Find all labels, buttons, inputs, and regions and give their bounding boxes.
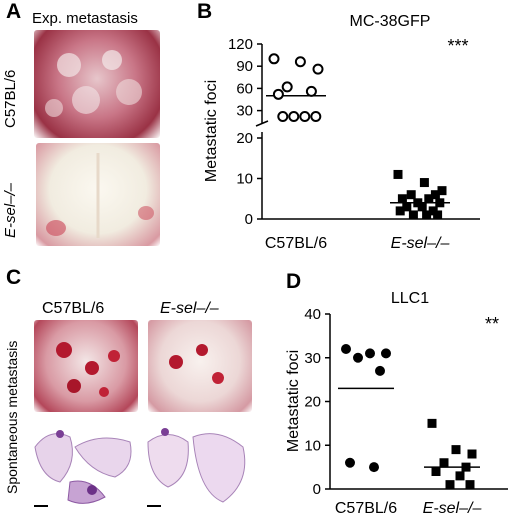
panel-a-row-label-ko: E-sel–/–: [2, 182, 19, 238]
chart-d-ytick-label: 20: [304, 394, 321, 411]
chart-b-data-point: [395, 206, 405, 216]
panel-a-row-label-wt: C57BL/6: [2, 69, 19, 128]
chart-d-data-point: [369, 462, 379, 473]
chart-b-data-point: [277, 111, 289, 123]
chart-b-axis-break-mark: [255, 120, 269, 127]
chart-d-data-point: [445, 480, 455, 490]
chart-d-data-point: [439, 458, 449, 468]
panel-letter-b: B: [197, 0, 213, 23]
chart-d-significance: **: [485, 314, 499, 334]
chart-d-ytick-label: 10: [304, 437, 321, 454]
chart-b-data-point: [294, 56, 306, 68]
panel-letter-c: C: [6, 266, 22, 289]
chart-b-ytick-label-upper: 90: [236, 58, 253, 75]
chart-d-ylabel: Metastatic foci: [285, 350, 302, 452]
chart-b-data-point: [402, 202, 412, 212]
lung-photo-ko-spont: [148, 320, 252, 412]
chart-b-data-point: [310, 111, 322, 123]
chart-d-data-point: [341, 344, 351, 354]
panel-c-col-label-ko: E-sel–/–: [160, 300, 219, 317]
chart-b-ytick-label-upper: 30: [236, 103, 253, 120]
chart-b-data-point: [430, 190, 440, 200]
chart-d-data-point: [451, 445, 461, 455]
chart-b-data-point: [305, 85, 317, 97]
chart-d-data-point: [375, 365, 385, 376]
lung-photo-ko-exp-detail: [46, 153, 154, 238]
chart-d-xtick-label: E-sel–/–: [423, 500, 482, 517]
chart-b-ytick-label-lower: 0: [245, 211, 253, 228]
chart-d-data-point: [431, 467, 441, 476]
chart-b-ylabel: Metastatic foci: [203, 80, 220, 182]
chart-b-data-point: [397, 194, 407, 204]
chart-b-data-point: [435, 198, 445, 208]
chart-b-ytick-label-upper: 120: [228, 36, 253, 53]
chart-d-data-point: [467, 449, 477, 459]
chart-d-xtick-label: C57BL/6: [335, 500, 397, 517]
chart-d-title: LLC1: [391, 290, 429, 307]
chart-b-data-point: [268, 53, 280, 65]
chart-d-data-point: [365, 348, 375, 359]
chart-b-data-point: [433, 210, 443, 220]
histology-wt: [34, 430, 132, 507]
chart-d-data-point: [465, 480, 475, 490]
chart-d-data-point: [353, 352, 363, 363]
panel-c-side-label: Spontaneous metastasis: [4, 340, 20, 494]
panel-letter-a: A: [6, 0, 22, 23]
chart-d-data-point: [461, 462, 471, 472]
histology-ko: [147, 428, 246, 507]
chart-b-data-point: [424, 194, 434, 204]
panel-a-title: Exp. metastasis: [32, 10, 138, 27]
lung-photo-wt-spont: [34, 320, 138, 412]
lung-photo-ko-exp: [36, 143, 160, 246]
chart-b-data-point: [437, 186, 447, 196]
chart-d-data-point: [381, 348, 391, 359]
chart-d: LLC1 Metastatic foci ** 0 10 20 30 40 C57BL/6 E-s…: [285, 290, 508, 517]
chart-b-ytick-label-lower: 20: [236, 130, 253, 147]
chart-b-data-point: [288, 111, 300, 123]
chart-b-data-point: [419, 178, 429, 188]
chart-b-significance: ***: [447, 36, 468, 56]
chart-b-data-point: [406, 190, 416, 200]
chart-d-ytick-label: 40: [304, 306, 321, 323]
chart-b-xtick-label: E-sel–/–: [391, 235, 450, 252]
lung-photo-ko-spont-nodules: [169, 344, 224, 384]
panel-letter-d: D: [286, 270, 302, 293]
chart-d-ytick-label: 30: [304, 350, 321, 367]
panel-c-col-label-wt: C57BL/6: [42, 300, 105, 317]
chart-d-data-point: [427, 418, 437, 428]
chart-b-data-point: [417, 202, 427, 212]
chart-d-data-point: [345, 457, 355, 468]
chart-b-xtick-label: C57BL/6: [265, 235, 327, 252]
chart-b-data-point: [422, 210, 432, 220]
chart-b-data-point: [299, 111, 311, 123]
chart-b-data-point: [393, 169, 403, 179]
chart-b-ytick-label-upper: 60: [236, 80, 253, 97]
chart-b: MC-38GFP Metastatic foci *** 30 60 90 120 0 10 20…: [203, 13, 480, 252]
lung-photo-wt-exp-spots: [45, 50, 142, 117]
chart-b-ytick-label-lower: 10: [236, 171, 253, 188]
chart-b-data-point: [312, 63, 324, 75]
lung-photo-wt-exp: [34, 30, 160, 138]
chart-b-title: MC-38GFP: [350, 13, 431, 30]
chart-b-data-point: [281, 81, 293, 93]
chart-b-data-point: [408, 210, 418, 220]
chart-d-data-point: [455, 471, 465, 481]
chart-b-data-point: [272, 88, 284, 100]
chart-d-ytick-label: 0: [313, 481, 321, 498]
lung-photo-wt-spont-nodules: [56, 342, 120, 397]
